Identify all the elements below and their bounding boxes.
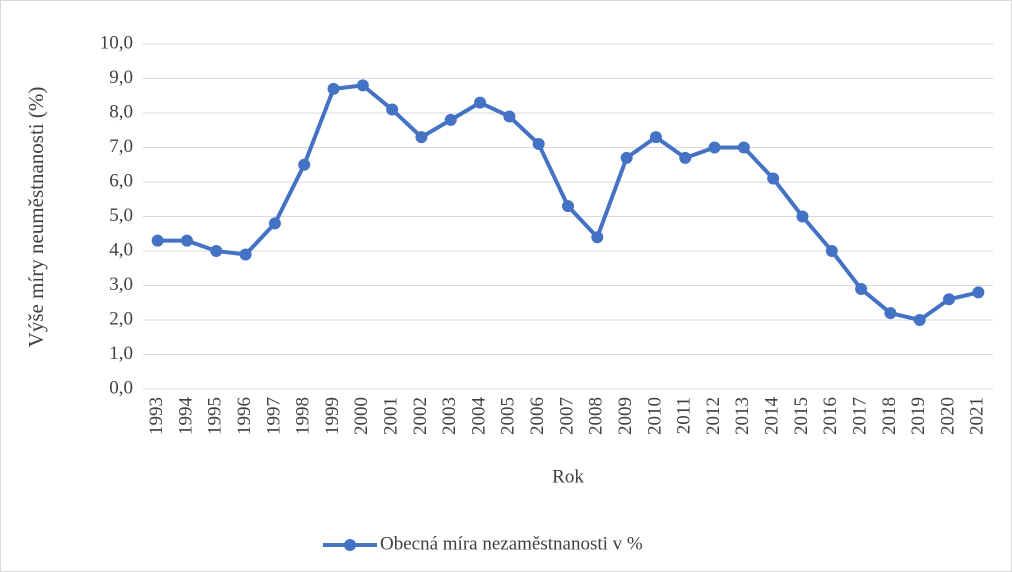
y-tick-label: 3,0 xyxy=(109,274,133,295)
x-tick-label: 2006 xyxy=(527,397,548,435)
data-point xyxy=(151,234,164,247)
x-tick-label: 2008 xyxy=(586,397,607,435)
x-tick-label: 1995 xyxy=(205,397,226,435)
data-point xyxy=(796,210,809,223)
y-tick-label: 5,0 xyxy=(109,205,133,226)
x-tick-label: 1996 xyxy=(234,397,255,435)
x-tick-label: 1998 xyxy=(293,397,314,435)
data-point xyxy=(708,141,721,154)
x-tick-label: 2016 xyxy=(820,397,841,435)
data-point xyxy=(386,103,399,116)
data-point xyxy=(298,158,311,171)
data-point xyxy=(649,131,662,144)
x-tick-label: 1993 xyxy=(146,397,167,435)
data-point xyxy=(884,307,897,320)
x-tick-label: 2003 xyxy=(439,397,460,435)
data-point xyxy=(268,217,281,230)
data-point xyxy=(239,248,252,261)
x-tick-label: 2009 xyxy=(615,397,636,435)
data-point xyxy=(532,138,545,151)
x-tick-label: 2017 xyxy=(849,397,870,435)
data-point xyxy=(180,234,193,247)
y-tick-label: 1,0 xyxy=(109,343,133,364)
data-point xyxy=(503,110,516,123)
x-tick-label: 1999 xyxy=(322,397,343,435)
x-tick-label: 2007 xyxy=(556,397,577,435)
y-tick-label: 9,0 xyxy=(109,67,133,88)
data-point xyxy=(913,314,926,326)
data-point xyxy=(474,96,487,109)
legend-label: Obecná míra nezaměstnanosti v % xyxy=(380,533,643,554)
data-point xyxy=(415,131,428,144)
x-tick-label: 2005 xyxy=(498,397,519,435)
data-point xyxy=(620,151,633,164)
data-point xyxy=(855,282,868,295)
x-tick-label: 2002 xyxy=(410,397,431,435)
x-tick-label: 2010 xyxy=(644,397,665,435)
data-point xyxy=(767,172,780,185)
y-tick-label: 7,0 xyxy=(109,136,133,157)
y-tick-label: 6,0 xyxy=(109,170,133,191)
x-tick-label: 2019 xyxy=(908,397,929,435)
x-tick-label: 2020 xyxy=(937,397,958,435)
data-point xyxy=(591,231,604,244)
y-tick-label: 8,0 xyxy=(109,101,133,122)
data-point xyxy=(679,151,692,164)
data-point xyxy=(356,79,369,92)
data-point xyxy=(327,82,340,95)
data-point xyxy=(737,141,750,154)
x-tick-label: 2000 xyxy=(351,397,372,435)
y-axis-title: Výše míry neuměstnanosti (%) xyxy=(24,87,48,348)
x-tick-label: 2015 xyxy=(791,397,812,435)
data-point xyxy=(825,245,838,257)
x-tick-label: 1997 xyxy=(263,397,284,435)
data-point xyxy=(210,245,223,257)
x-tick-label: 1994 xyxy=(175,397,196,436)
data-point xyxy=(562,200,574,213)
x-tick-label: 2018 xyxy=(879,397,900,435)
x-tick-label: 2011 xyxy=(674,397,695,434)
x-tick-label: 2013 xyxy=(732,397,753,435)
x-tick-label: 2004 xyxy=(468,397,489,436)
y-tick-label: 10,0 xyxy=(100,32,133,53)
y-tick-label: 2,0 xyxy=(109,308,133,329)
legend-marker xyxy=(344,539,356,551)
x-tick-label: 2001 xyxy=(380,397,401,435)
y-tick-label: 0,0 xyxy=(109,377,133,398)
x-tick-label: 2021 xyxy=(967,397,988,435)
data-point xyxy=(943,293,956,306)
x-tick-label: 2014 xyxy=(762,397,783,436)
y-tick-label: 4,0 xyxy=(109,239,133,260)
x-tick-label: 2012 xyxy=(703,397,724,435)
data-point xyxy=(444,113,457,126)
data-point xyxy=(972,286,985,299)
x-axis-title: Rok xyxy=(552,466,584,487)
